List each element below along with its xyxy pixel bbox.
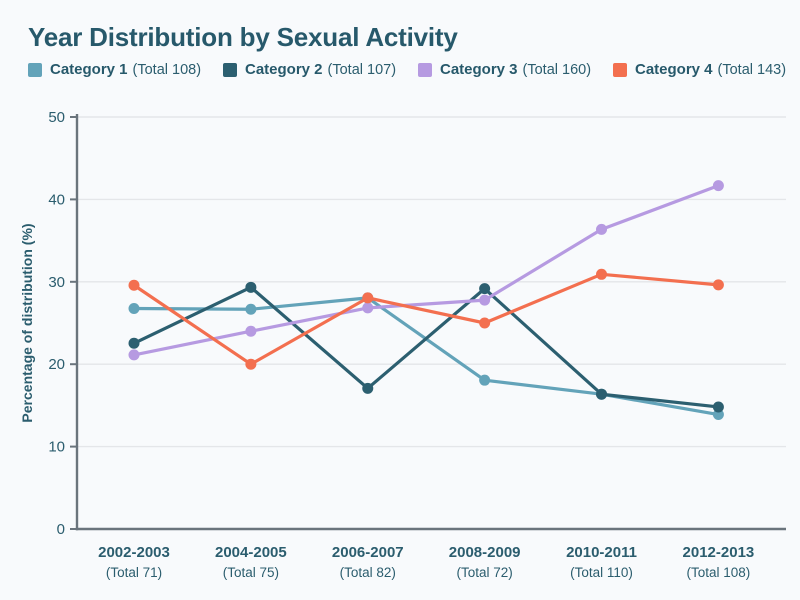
y-tick-label-40: 40 <box>48 191 65 208</box>
data-point-category-3-2002-2003[interactable] <box>128 349 140 361</box>
x-label-2006-2007: 2006-2007 <box>332 544 404 561</box>
data-point-category-3-2008-2009[interactable] <box>479 294 491 306</box>
data-point-category-3-2004-2005[interactable] <box>245 325 257 337</box>
data-point-category-1-2002-2003[interactable] <box>128 302 140 314</box>
chart-legend: Category 1 (Total 108) Category 2 (Total… <box>28 61 786 78</box>
x-label-2002-2003: 2002-2003 <box>98 544 170 561</box>
y-tick-label-30: 30 <box>48 274 65 291</box>
x-label-total-2010-2011: (Total 110) <box>570 565 633 580</box>
series-line-category-2 <box>132 285 721 409</box>
x-label-total-2012-2013: (Total 108) <box>687 565 751 580</box>
data-point-category-2-2008-2009[interactable] <box>479 283 491 295</box>
legend-item-category-1[interactable]: Category 1 (Total 108) <box>28 61 223 78</box>
legend-label: Category 4 <box>635 61 713 78</box>
legend-swatch-category-3-icon <box>418 62 432 77</box>
y-tick-label-20: 20 <box>48 356 65 373</box>
data-point-category-4-2012-2013[interactable] <box>712 279 724 291</box>
x-label-total-2002-2003: (Total 71) <box>106 565 162 580</box>
legend-item-category-4[interactable]: Category 4 (Total 143) <box>613 61 786 78</box>
y-axis-title: Percentage of distribution (%) <box>19 223 35 422</box>
legend-label: Category 3 <box>440 61 518 78</box>
legend-item-category-3[interactable]: Category 3 (Total 160) <box>418 61 613 78</box>
legend-swatch-category-4-icon <box>613 62 627 77</box>
data-point-category-2-2012-2013[interactable] <box>712 401 724 413</box>
series-line-category-4 <box>132 272 721 366</box>
legend-swatch-category-2-icon <box>223 62 237 77</box>
x-label-2012-2013: 2012-2013 <box>683 544 755 561</box>
data-point-category-1-2012-2013[interactable] <box>712 409 724 421</box>
x-label-2004-2005: 2004-2005 <box>215 544 287 561</box>
x-label-total-2004-2005: (Total 75) <box>223 565 279 580</box>
data-point-category-1-2004-2005[interactable] <box>245 303 257 315</box>
data-point-category-4-2002-2003[interactable] <box>128 279 140 291</box>
legend-label: Category 2 <box>245 61 323 78</box>
series-line-category-3 <box>132 184 721 357</box>
legend-total: (Total 143) <box>717 61 787 78</box>
legend-total: (Total 107) <box>327 61 397 78</box>
page-title: Year Distribution by Sexual Activity <box>28 22 458 52</box>
data-point-category-2-2010-2011[interactable] <box>596 388 608 400</box>
data-point-category-3-2010-2011[interactable] <box>596 223 608 235</box>
legend-total: (Total 160) <box>522 61 592 78</box>
x-label-2010-2011: 2010-2011 <box>566 544 637 561</box>
legend-swatch-category-1-icon <box>28 62 42 77</box>
data-point-category-4-2004-2005[interactable] <box>245 358 257 370</box>
legend-total: (Total 108) <box>132 61 202 78</box>
y-tick-label-50: 50 <box>48 109 65 126</box>
data-point-category-2-2004-2005[interactable] <box>245 281 257 293</box>
data-point-category-2-2002-2003[interactable] <box>128 337 140 349</box>
y-tick-label-10: 10 <box>48 439 65 456</box>
legend-item-category-2[interactable]: Category 2 (Total 107) <box>223 61 418 78</box>
x-label-total-2008-2009: (Total 72) <box>456 565 512 580</box>
data-point-category-2-2006-2007[interactable] <box>362 382 374 394</box>
x-label-2008-2009: 2008-2009 <box>449 544 521 561</box>
x-label-total-2006-2007: (Total 82) <box>340 565 396 580</box>
data-point-category-3-2012-2013[interactable] <box>712 180 724 192</box>
data-point-category-4-2006-2007[interactable] <box>362 292 374 304</box>
data-point-category-1-2008-2009[interactable] <box>479 374 491 386</box>
data-point-category-4-2008-2009[interactable] <box>479 317 491 329</box>
y-tick-label-0: 0 <box>57 521 65 538</box>
data-point-category-3-2006-2007[interactable] <box>362 302 374 314</box>
data-point-category-4-2010-2011[interactable] <box>596 268 608 280</box>
legend-label: Category 1 <box>50 61 128 78</box>
